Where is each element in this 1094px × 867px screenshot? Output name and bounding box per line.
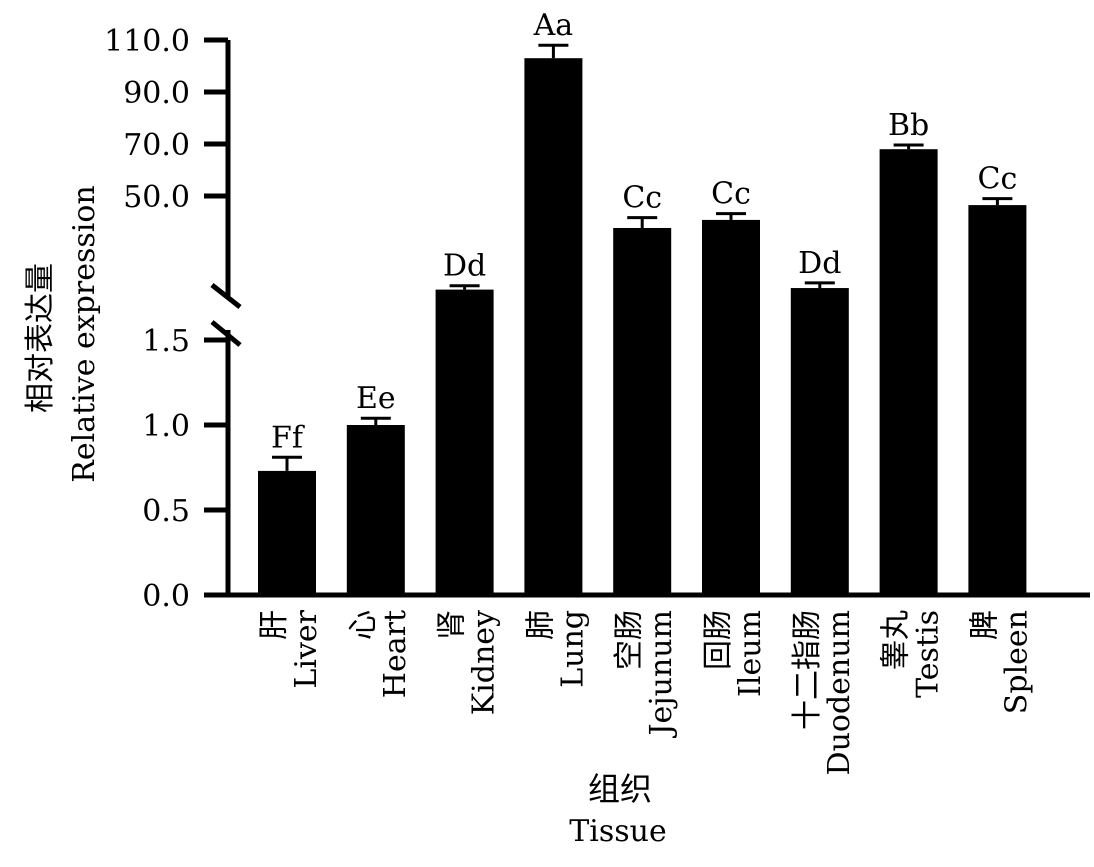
- bar-spleen: [968, 205, 1027, 595]
- axes: 0.0 0.5 1.0 1.5 50.0 70.0 90.0 110.0: [104, 24, 1090, 614]
- bar-ileum: [702, 219, 760, 596]
- significance-label: Cc: [978, 162, 1018, 197]
- x-tick-label: Kidney: [467, 610, 502, 715]
- x-tick-label-cn: 回肠: [701, 610, 736, 670]
- bar-liver: [258, 470, 316, 595]
- x-tick-label-cn: 脾: [967, 610, 1002, 640]
- x-axis-label-cn: 组织: [588, 770, 652, 808]
- y-tick-label: 50.0: [123, 180, 190, 215]
- bar-jejunum: [613, 227, 672, 596]
- x-tick-label-cn: 睾丸: [879, 610, 914, 670]
- axis-break-mark: [210, 320, 242, 347]
- significance-label: Aa: [533, 8, 574, 43]
- x-tick-label: Jejunum: [644, 610, 679, 739]
- bar-duodenum: [790, 288, 849, 595]
- significance-label: Cc: [711, 177, 751, 212]
- y-tick-label: 70.0: [123, 128, 190, 163]
- x-tick-label: Liver: [289, 609, 324, 688]
- x-tick-label-cn: 肾: [435, 610, 470, 640]
- y-tick-label: 1.0: [142, 409, 190, 444]
- x-tick-label: Spleen: [999, 610, 1034, 714]
- y-axis-label-cn: 相对表达量: [23, 263, 58, 413]
- bar-lung: [524, 58, 583, 595]
- bar-kidney: [435, 289, 494, 595]
- x-tick-label-cn: 心: [346, 610, 381, 640]
- y-tick-label: 1.5: [142, 324, 190, 359]
- x-axis-label: Tissue: [569, 814, 666, 849]
- x-tick-label: Ileum: [733, 610, 768, 697]
- significance-label: Ee: [356, 381, 396, 416]
- axis-break-mark: [210, 283, 242, 309]
- bar-testis: [879, 149, 938, 595]
- significance-label: Bb: [888, 108, 929, 143]
- x-tick-label-cn: 肺: [523, 610, 558, 640]
- significance-label: Ff: [271, 420, 305, 455]
- significance-label: Dd: [443, 249, 486, 284]
- y-axis-label: Relative expression: [67, 185, 102, 482]
- y-tick-label: 0.0: [142, 579, 190, 614]
- x-tick-label-cn: 十二指肠: [790, 610, 825, 730]
- bar-heart: [346, 425, 405, 595]
- x-tick-label: Heart: [378, 610, 413, 698]
- x-tick-label: Lung: [555, 610, 590, 688]
- significance-label: Cc: [622, 181, 662, 216]
- y-tick-label: 90.0: [123, 76, 190, 111]
- x-tick-label-cn: 空肠: [612, 610, 647, 670]
- x-tick-label: Duodenum: [822, 610, 857, 775]
- y-tick-label: 110.0: [104, 24, 190, 59]
- y-tick-label: 0.5: [142, 494, 190, 529]
- x-tick-label-cn: 肝: [257, 610, 292, 640]
- significance-label: Dd: [798, 246, 841, 281]
- x-tick-label: Testis: [911, 610, 946, 698]
